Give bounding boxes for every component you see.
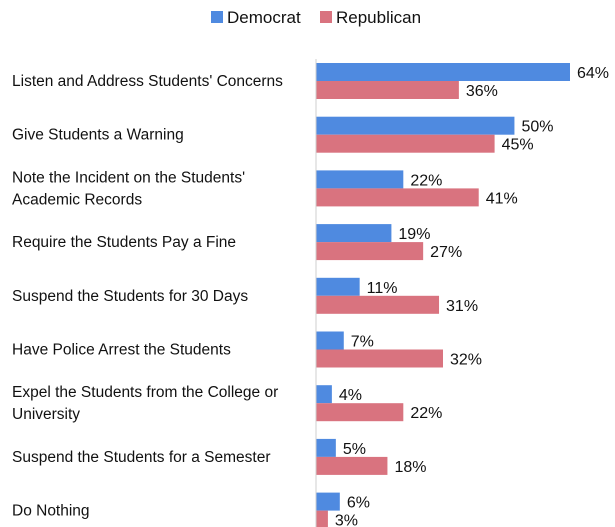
value-label-democrat: 7% [351,334,374,351]
legend: Democrat Republican [211,8,421,27]
category-label: Suspend the Students for 30 Days [12,288,248,305]
bar-republican [316,81,459,99]
value-label-democrat: 64% [577,65,609,82]
bar-republican [316,134,495,153]
bar-republican [316,403,404,422]
bars [316,63,570,527]
legend-label-republican: Republican [336,8,421,27]
value-label-democrat: 50% [521,119,553,136]
bar-democrat [316,116,515,135]
value-label-democrat: 19% [398,226,430,243]
value-label-republican: 45% [502,137,534,154]
value-label-republican: 27% [430,244,462,261]
value-label-republican: 18% [394,459,426,476]
bar-democrat [316,492,340,511]
bar-democrat [316,170,404,189]
category-label: Give Students a Warning [12,127,184,144]
bar-democrat [316,224,392,243]
category-label: Require the Students Pay a Fine [12,234,236,251]
value-label-democrat: 11% [367,280,398,297]
value-label-democrat: 22% [410,172,442,189]
category-label: Have Police Arrest the Students [12,342,231,359]
category-label: Listen and Address Students' Concerns [12,73,283,90]
value-label-republican: 22% [410,405,442,422]
bar-republican [316,242,424,261]
bar-republican [316,510,328,527]
legend-label-democrat: Democrat [227,8,301,27]
category-label: Expel the Students from the College or Un… [12,384,278,423]
category-label: Suspend the Students for a Semester [12,449,271,466]
value-label-democrat: 4% [339,387,362,404]
category-label: Note the Incident on the Students' Academ… [12,169,245,208]
value-label-republican: 32% [450,352,482,369]
bar-republican [316,295,440,314]
bar-democrat [316,277,360,296]
bar-republican [316,349,443,368]
value-label-republican: 36% [466,83,498,100]
category-labels: Listen and Address Students' Concerns Giv… [12,73,283,520]
value-labels: 64% 50% 22% 19% 11% 7% 4% 5% 6% 36% 45% 41% 27% 31% 32… [335,65,609,527]
value-label-republican: 3% [335,513,358,527]
value-label-democrat: 5% [343,441,366,458]
value-label-republican: 41% [486,190,518,207]
bar-republican [316,456,388,475]
legend-swatch-republican [320,11,332,23]
bar-republican [316,188,479,207]
value-label-democrat: 6% [347,495,370,512]
bar-democrat [316,385,332,404]
category-label: Do Nothing [12,503,90,520]
bar-democrat [316,331,344,350]
legend-swatch-democrat [211,11,223,23]
value-label-republican: 31% [446,298,478,315]
bar-democrat [316,63,570,81]
bar-democrat [316,438,336,457]
